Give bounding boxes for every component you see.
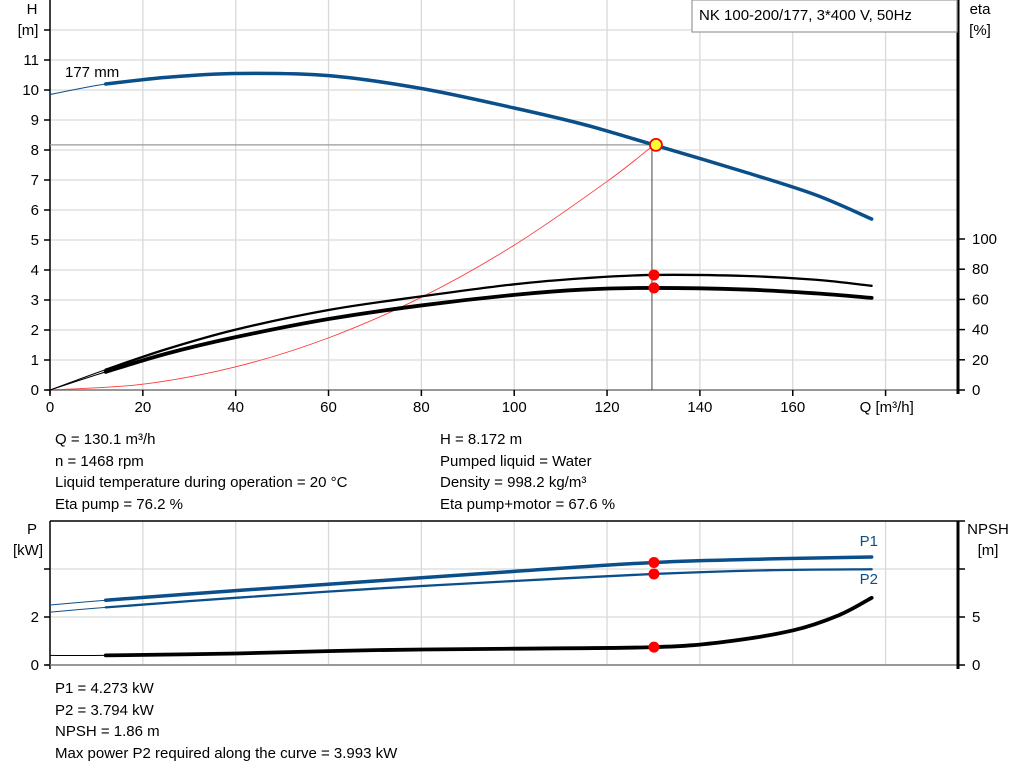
y-tick-label: 0: [31, 382, 39, 399]
x-tick-label: 120: [595, 399, 620, 416]
head-curve: [103, 71, 874, 221]
p2-marker: [648, 568, 660, 580]
y-tick-label: 11: [23, 52, 39, 69]
p1-marker: [648, 556, 660, 568]
x-tick-label: 0: [46, 399, 54, 416]
y-tick-label: 5: [31, 232, 39, 249]
x-tick-label: 40: [227, 399, 244, 416]
results-left: Q = 130.1 m³/h n = 1468 rpm Liquid tempe…: [55, 429, 347, 515]
y2-tick-label: 0: [972, 657, 980, 674]
y-tick-label: 7: [31, 172, 39, 189]
y2-axis-unit: [%]: [969, 22, 991, 39]
p2-curve: [104, 568, 873, 609]
result-density: Density = 998.2 kg/m³: [440, 474, 587, 491]
curve-label: 177 mm: [65, 64, 119, 81]
power-npsh-panel: 0 2 0 5 P [kW] NPSH [m] P1 P2: [13, 520, 1009, 674]
result-liquid: Pumped liquid = Water: [440, 452, 592, 470]
y-axis-label: H: [27, 1, 38, 18]
y-axis-label: P: [27, 521, 37, 538]
p1-curve-extension: [49, 556, 872, 606]
x-tick-label: 80: [413, 399, 430, 416]
x-axis-label: Q [m³/h]: [860, 399, 914, 416]
x-tick-label: 60: [320, 399, 337, 416]
y-axis-unit: [kW]: [13, 542, 43, 559]
y2-tick-label: 40: [972, 322, 989, 339]
result-speed: n = 1468 rpm: [55, 452, 144, 470]
operating-point-marker: [649, 137, 663, 152]
p1-curve: [103, 555, 874, 602]
y-tick-label: 1: [31, 352, 39, 369]
system-curve: [49, 144, 655, 391]
result-p2: P2 = 3.794 kW: [55, 701, 154, 719]
y2-tick-label: 60: [972, 291, 989, 308]
eta-pump-motor-curve-extension: [49, 287, 872, 391]
p1-label: P1: [860, 533, 878, 550]
y-tick-label: 3: [31, 292, 39, 309]
y2-tick-label: 80: [972, 261, 989, 278]
y-tick-label: 4: [31, 262, 39, 279]
results-bottom: P1 = 4.273 kW P2 = 3.794 kW NPSH = 1.86 …: [55, 678, 397, 764]
y-tick-label: 2: [31, 609, 39, 626]
eta-pump-marker: [648, 269, 660, 281]
npsh-curve: [103, 595, 874, 658]
y2-axis-unit: [m]: [978, 542, 999, 559]
x-tick-label: 20: [134, 399, 151, 416]
results-right: H = 8.172 m Pumped liquid = Water Densit…: [440, 429, 615, 515]
legend-box: [691, 0, 958, 33]
p2-label: P2: [860, 571, 878, 588]
result-max-p2: Max power P2 required along the curve = …: [55, 744, 398, 762]
y-tick-label: 2: [31, 322, 39, 339]
result-eta-pump-motor: Eta pump+motor = 67.6 %: [440, 495, 616, 513]
npsh-curve-extension: [49, 597, 872, 657]
legend-text: NK 100-200/177, 3*400 V, 50Hz: [699, 7, 912, 24]
y2-tick-label: 20: [972, 352, 989, 369]
y2-axis-label: eta: [970, 1, 992, 18]
y-axis-unit: [m]: [18, 22, 39, 39]
x-tick-label: 100: [502, 399, 527, 416]
y2-tick-label: 5: [972, 609, 980, 626]
npsh-marker: [648, 641, 660, 653]
eta-pump-motor-curve: [103, 286, 874, 374]
y-tick-label: 6: [31, 202, 39, 219]
y-tick-label: 10: [22, 82, 39, 99]
result-head: H = 8.172 m: [440, 431, 523, 448]
x-tick-label: 160: [780, 399, 805, 416]
head-efficiency-panel: 0 1 2 3 4 5 6 7 8 9 10 11 0 20 40 60 80 100 H [m] eta [%] 0 20 4…: [18, 0, 997, 416]
y-tick-label: 9: [31, 112, 39, 129]
y2-tick-label: 100: [972, 231, 997, 248]
result-p1: P1 = 4.273 kW: [55, 680, 154, 697]
result-flow: Q = 130.1 m³/h: [55, 431, 156, 448]
result-npsh: NPSH = 1.86 m: [55, 723, 160, 740]
result-temperature: Liquid temperature during operation = 20…: [55, 474, 348, 491]
y-tick-label: 8: [31, 142, 39, 159]
x-tick-label: 140: [687, 399, 712, 416]
y-tick-label: 0: [31, 657, 39, 674]
y2-tick-label: 0: [972, 382, 980, 399]
result-eta-pump: Eta pump = 76.2 %: [55, 495, 183, 513]
y2-axis-label: NPSH: [967, 521, 1009, 538]
eta-pump-curve: [104, 273, 873, 371]
eta-pump-motor-marker: [648, 282, 660, 294]
